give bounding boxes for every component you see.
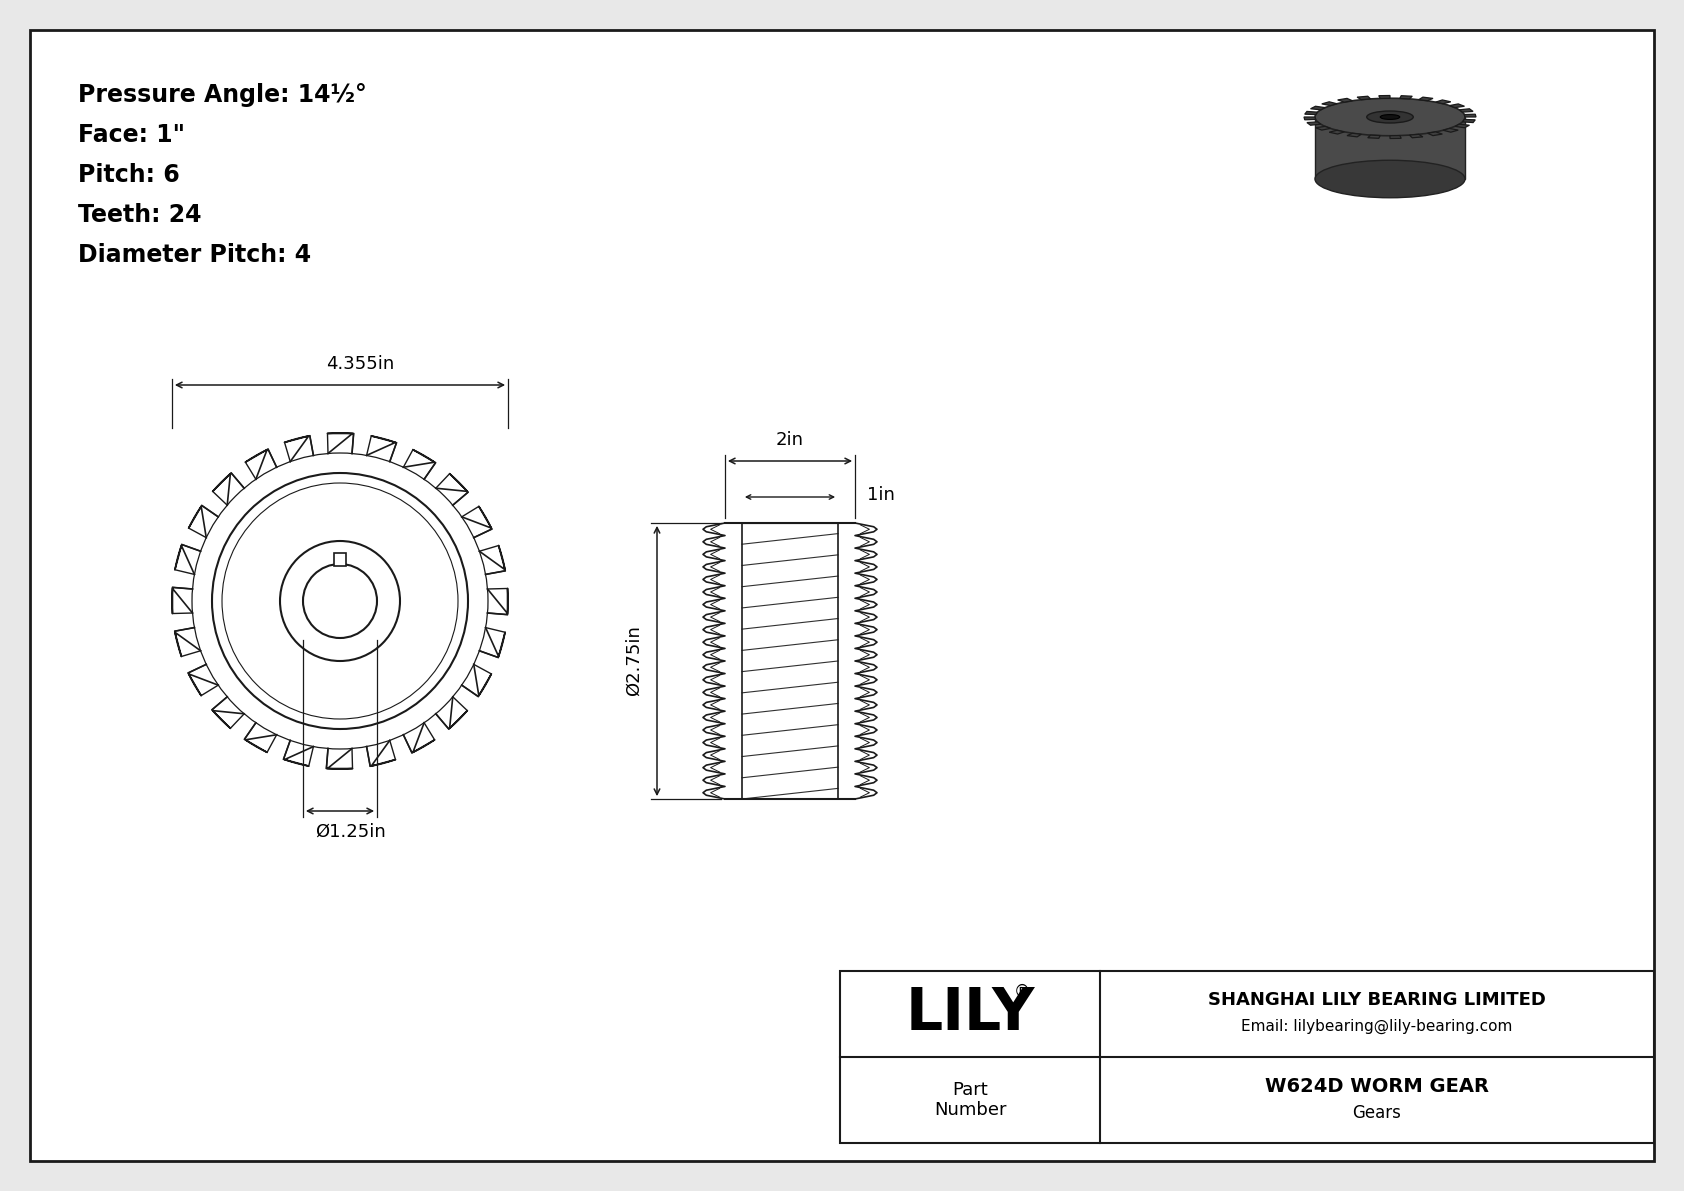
- Polygon shape: [1337, 99, 1352, 102]
- Text: SHANGHAI LILY BEARING LIMITED: SHANGHAI LILY BEARING LIMITED: [1207, 991, 1546, 1009]
- Text: 2in: 2in: [776, 431, 803, 449]
- Text: Email: lilybearing@lily-bearing.com: Email: lilybearing@lily-bearing.com: [1241, 1018, 1512, 1034]
- Ellipse shape: [1315, 161, 1465, 198]
- Text: Ø2.75in: Ø2.75in: [625, 625, 643, 697]
- Bar: [840, 971, 1654, 1143]
- Text: ®: ®: [1014, 983, 1031, 1000]
- Text: Diameter Pitch: 4: Diameter Pitch: 4: [77, 243, 312, 267]
- Ellipse shape: [1367, 111, 1413, 123]
- Polygon shape: [1418, 98, 1433, 101]
- Polygon shape: [1367, 135, 1381, 138]
- Text: Pitch: 6: Pitch: 6: [77, 163, 180, 187]
- Polygon shape: [1347, 133, 1361, 137]
- Polygon shape: [1399, 95, 1413, 99]
- Polygon shape: [1410, 135, 1423, 138]
- Polygon shape: [1455, 124, 1470, 127]
- Polygon shape: [1462, 119, 1475, 123]
- Polygon shape: [1305, 112, 1317, 114]
- Text: Ø1.25in: Ø1.25in: [315, 823, 386, 841]
- Polygon shape: [1436, 100, 1452, 104]
- Text: Pressure Angle: 14½°: Pressure Angle: 14½°: [77, 83, 367, 107]
- FancyBboxPatch shape: [1315, 117, 1465, 179]
- Polygon shape: [1303, 117, 1315, 120]
- Text: Face: 1": Face: 1": [77, 123, 185, 146]
- Ellipse shape: [1381, 114, 1399, 119]
- Polygon shape: [1465, 114, 1475, 117]
- Polygon shape: [1310, 106, 1325, 110]
- Text: 4.355in: 4.355in: [327, 355, 394, 373]
- Polygon shape: [1443, 129, 1458, 132]
- Polygon shape: [1428, 132, 1443, 136]
- Polygon shape: [1322, 101, 1337, 106]
- Polygon shape: [1460, 108, 1474, 112]
- Polygon shape: [1329, 130, 1344, 135]
- Text: 1in: 1in: [867, 486, 894, 504]
- Text: Teeth: 24: Teeth: 24: [77, 202, 202, 227]
- Polygon shape: [1379, 95, 1389, 99]
- Polygon shape: [1357, 96, 1371, 100]
- Text: W624D WORM GEAR: W624D WORM GEAR: [1265, 1077, 1489, 1096]
- Text: Part
Number: Part Number: [933, 1080, 1007, 1120]
- Text: Gears: Gears: [1352, 1104, 1401, 1122]
- Ellipse shape: [1315, 98, 1465, 136]
- Text: LILY: LILY: [906, 985, 1034, 1042]
- Polygon shape: [1307, 121, 1320, 125]
- Polygon shape: [1389, 136, 1401, 138]
- Polygon shape: [1315, 126, 1330, 130]
- Polygon shape: [1450, 104, 1465, 107]
- Bar: [333, 553, 345, 566]
